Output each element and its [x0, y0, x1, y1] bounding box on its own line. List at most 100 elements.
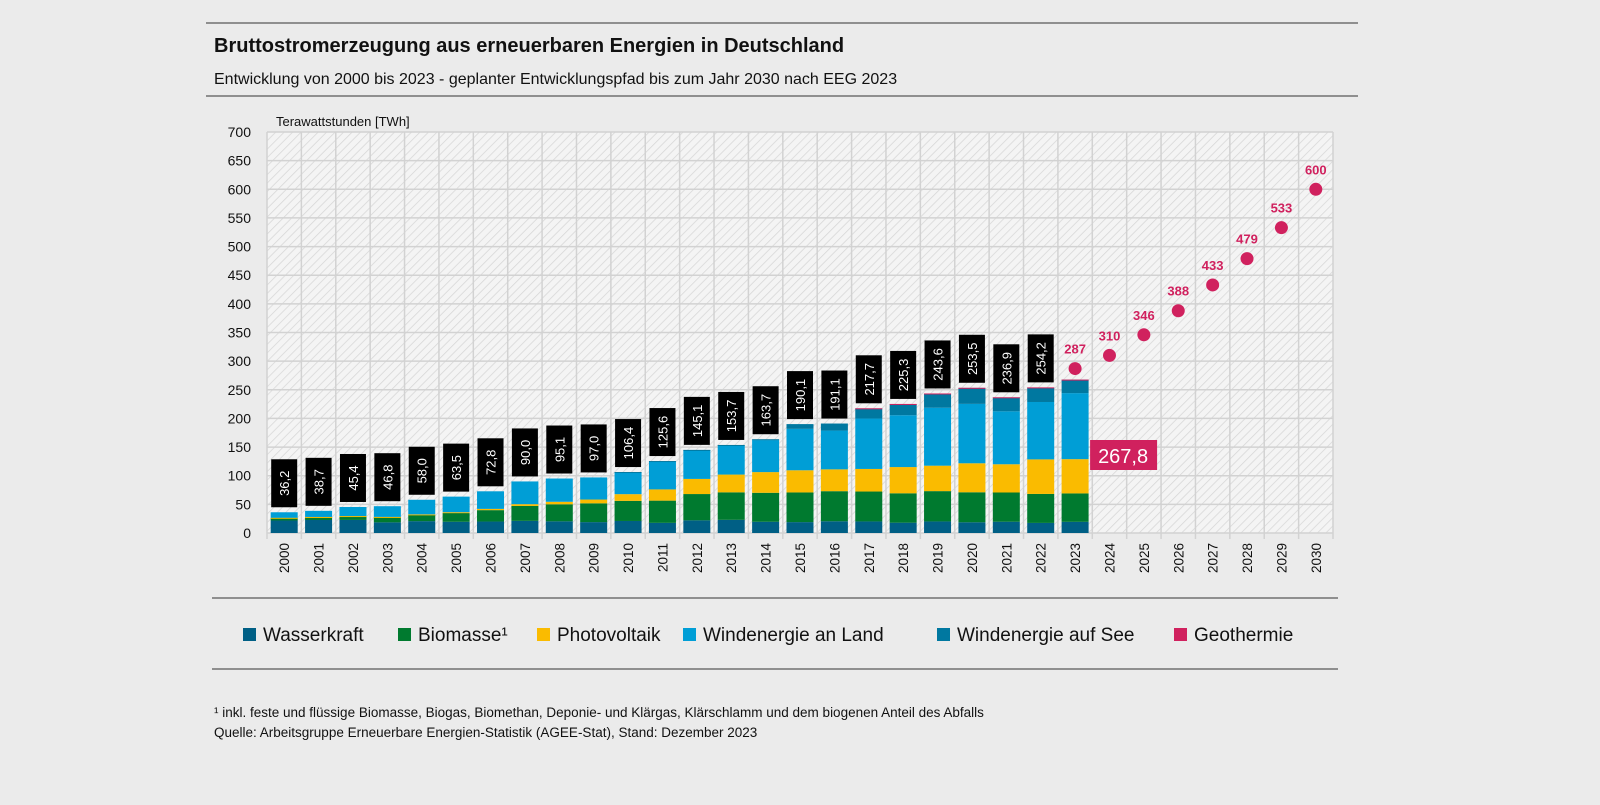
x-tick-label: 2023	[1068, 543, 1083, 573]
legend-label: Windenergie auf See	[957, 625, 1134, 646]
legend-item: Photovoltaik	[537, 625, 661, 646]
bar-segment-windenergie-auf-see	[889, 404, 917, 416]
legend-swatch	[683, 628, 696, 641]
total-label-highlight: 267,8	[1098, 446, 1148, 468]
bar-segment-biomasse-	[889, 493, 917, 523]
bar-segment-photovoltaik	[820, 469, 848, 492]
bar-segment-biomasse-	[786, 492, 814, 523]
bar-segment-windenergie-auf-see	[786, 424, 814, 429]
bar-segment-wasserkraft	[477, 521, 505, 533]
target-label: 346	[1133, 308, 1155, 323]
bar-segment-wasserkraft	[305, 519, 333, 533]
x-tick-label: 2002	[346, 543, 361, 573]
bar-segment-windenergie-an-land	[958, 403, 986, 464]
total-label: 38,7	[312, 469, 327, 494]
legend-label: Wasserkraft	[263, 625, 364, 646]
bar-segment-windenergie-an-land	[580, 477, 608, 500]
bar-segment-biomasse-	[545, 504, 573, 522]
total-label: 153,7	[724, 400, 739, 433]
legend-swatch	[243, 628, 256, 641]
legend-label: Photovoltaik	[557, 625, 661, 646]
bar-segment-biomasse-	[270, 517, 298, 521]
bar-segment-windenergie-an-land	[717, 445, 745, 475]
chart-title: Bruttostromerzeugung aus erneuerbaren En…	[214, 35, 844, 57]
total-label-box	[958, 334, 985, 383]
bar-segment-windenergie-an-land	[477, 491, 505, 509]
y-tick-label: 650	[228, 153, 252, 169]
bar-segment-windenergie-an-land	[408, 499, 436, 515]
x-tick-label: 2008	[552, 543, 567, 573]
bar-segment-wasserkraft	[339, 519, 367, 533]
bar-segment-windenergie-an-land	[924, 407, 952, 466]
bar-segment-photovoltaik	[373, 516, 401, 518]
total-label-box	[993, 344, 1020, 393]
total-label: 45,4	[346, 465, 361, 490]
y-axis-label: Terawattstunden [TWh]	[276, 114, 410, 129]
bar-segment-photovoltaik	[648, 489, 676, 501]
bar-segment-biomasse-	[408, 514, 436, 522]
bar-segment-windenergie-an-land	[752, 440, 780, 473]
y-tick-label: 400	[228, 296, 252, 312]
x-tick-label: 2016	[827, 543, 842, 573]
x-tick-label: 2011	[655, 543, 670, 572]
bar-segment-photovoltaik	[545, 501, 573, 505]
bar-segment-windenergie-an-land	[820, 430, 848, 470]
bar-segment-biomasse-	[511, 505, 539, 521]
total-label-box	[649, 408, 676, 457]
bar-segment-windenergie-auf-see	[855, 408, 883, 419]
total-label-box	[683, 396, 710, 445]
x-tick-label: 2028	[1240, 543, 1255, 573]
bar-segment-biomasse-	[648, 500, 676, 523]
target-point	[1274, 221, 1288, 235]
target-label: 533	[1271, 201, 1293, 216]
bar-segment-wasserkraft	[855, 521, 883, 533]
bar-segment-windenergie-an-land	[545, 478, 573, 502]
y-tick-label: 550	[228, 210, 252, 226]
bar-segment-windenergie-an-land	[855, 418, 883, 469]
bar-segment-geothermie	[958, 387, 986, 389]
bar-segment-photovoltaik	[1061, 459, 1089, 494]
x-tick-label: 2026	[1171, 543, 1186, 573]
bar-segment-windenergie-an-land	[270, 512, 298, 518]
x-tick-label: 2012	[690, 543, 705, 573]
bar-segment-biomasse-	[580, 503, 608, 523]
bar-segment-photovoltaik	[477, 508, 505, 511]
x-tick-label: 2018	[896, 543, 911, 573]
bar-segment-geothermie	[1061, 379, 1089, 381]
total-label: 90,0	[518, 440, 533, 465]
target-label: 600	[1305, 162, 1327, 177]
bar-segment-biomasse-	[339, 516, 367, 520]
x-tick-label: 2006	[484, 543, 499, 573]
target-label: 287	[1064, 342, 1086, 357]
bar-segment-wasserkraft	[580, 522, 608, 533]
bar-segment-biomasse-	[855, 491, 883, 522]
bar-segment-photovoltaik	[614, 494, 642, 501]
footnote: ¹ inkl. feste und flüssige Biomasse, Bio…	[214, 705, 984, 720]
bar-segment-photovoltaik	[339, 516, 367, 518]
bar-segment-photovoltaik	[408, 514, 436, 516]
bar-segment-photovoltaik	[924, 465, 952, 492]
x-tick-label: 2022	[1034, 543, 1049, 573]
total-label-box	[443, 443, 470, 492]
bar-segment-wasserkraft	[511, 520, 539, 533]
bar-segment-wasserkraft	[1061, 521, 1089, 533]
bar-segment-wasserkraft	[545, 521, 573, 533]
target-point	[1206, 278, 1220, 292]
total-label: 163,7	[759, 394, 774, 427]
total-label-box	[890, 350, 917, 399]
bar-segment-geothermie	[1027, 387, 1055, 389]
target-point	[1171, 304, 1185, 318]
total-label: 243,6	[931, 348, 946, 381]
bar-segment-wasserkraft	[408, 521, 436, 533]
x-tick-label: 2030	[1309, 543, 1324, 573]
x-tick-label: 2017	[862, 543, 877, 573]
bar-segment-wasserkraft	[614, 520, 642, 533]
total-label: 253,5	[965, 343, 980, 376]
bar-segment-geothermie	[992, 397, 1020, 399]
total-label: 236,9	[999, 352, 1014, 385]
total-label-box	[924, 340, 951, 389]
bar-segment-wasserkraft	[786, 522, 814, 533]
bar-segment-biomasse-	[442, 512, 470, 522]
bar-segment-windenergie-an-land	[373, 506, 401, 517]
bar-segment-biomasse-	[614, 500, 642, 521]
